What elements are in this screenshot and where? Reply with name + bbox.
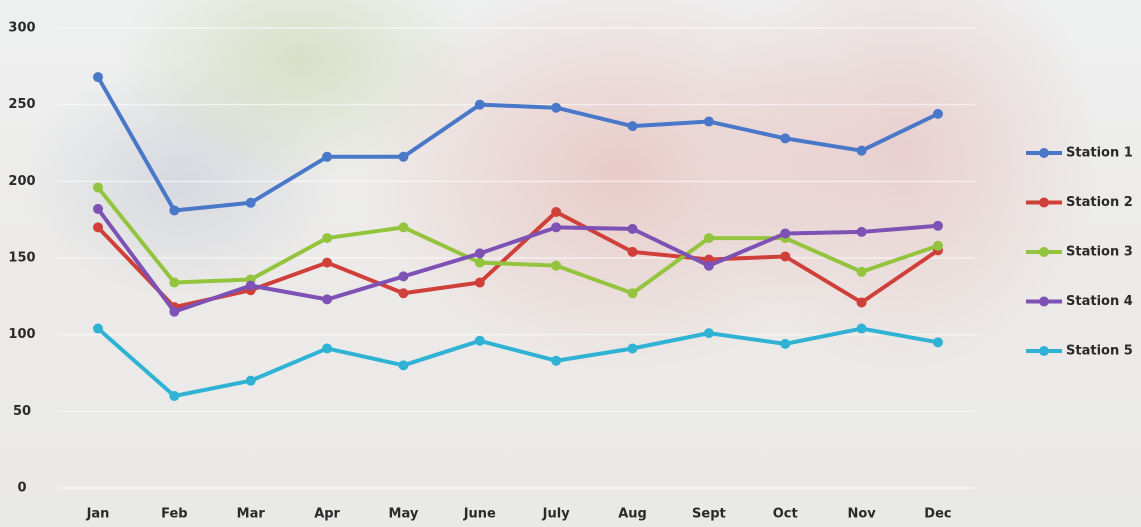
point [627, 246, 638, 257]
point [551, 207, 562, 217]
point [93, 72, 103, 83]
point [169, 391, 180, 401]
point [551, 355, 562, 366]
y-tick-label: 150 [8, 251, 35, 266]
legend-marker [1039, 346, 1049, 356]
point [93, 222, 103, 233]
point [780, 133, 791, 144]
point [627, 223, 638, 234]
x-tick-label: Aug [618, 507, 647, 522]
y-tick-label: 200 [8, 174, 35, 189]
point [93, 323, 103, 334]
x-tick-label: July [542, 507, 571, 522]
y-tick-label: 300 [8, 21, 35, 36]
point [703, 233, 714, 244]
point [932, 108, 943, 119]
point [474, 277, 485, 288]
legend-label: Station 2 [1066, 195, 1133, 210]
legend-label: Station 4 [1066, 294, 1133, 309]
point [780, 228, 791, 239]
y-tick-label: 0 [17, 481, 26, 496]
point [474, 335, 485, 346]
legend-marker [1039, 247, 1049, 257]
y-tick-label: 50 [13, 404, 31, 419]
point [856, 266, 867, 277]
legend-label: Station 3 [1066, 245, 1133, 260]
point [551, 260, 562, 271]
point [780, 251, 791, 262]
series-line [96, 210, 940, 310]
x-tick-label: Sept [692, 507, 726, 522]
series-line [96, 186, 939, 296]
point [474, 257, 485, 268]
point [245, 280, 256, 291]
point [322, 294, 333, 305]
series-line [96, 76, 939, 213]
point [169, 277, 180, 288]
point [245, 197, 256, 208]
point [703, 116, 714, 127]
x-tick-label: Mar [237, 507, 266, 522]
x-tick-label: Apr [314, 507, 340, 522]
x-tick-label: Jan [86, 507, 110, 522]
point [780, 338, 791, 349]
point [627, 288, 638, 299]
x-tick-label: Oct [773, 507, 798, 522]
series-line [96, 326, 939, 398]
x-tick-label: Feb [161, 507, 187, 522]
x-tick-label: Dec [924, 507, 951, 522]
point [322, 343, 333, 354]
y-tick-label: 100 [8, 327, 35, 342]
point [322, 257, 333, 268]
legend-marker [1039, 148, 1049, 158]
point [398, 360, 409, 371]
point [322, 233, 333, 244]
x-tick-label: Nov [847, 507, 876, 522]
point [245, 375, 256, 386]
point [169, 205, 180, 216]
point [703, 260, 714, 271]
y-tick-label: 250 [8, 97, 35, 112]
series-line [96, 207, 939, 314]
point [93, 182, 103, 193]
point [398, 271, 409, 282]
legend-label: Station 1 [1066, 146, 1133, 161]
x-tick-label: June [463, 507, 496, 522]
legend-marker [1039, 197, 1049, 208]
point [856, 145, 867, 156]
point [474, 248, 485, 259]
x-tick-label: May [389, 507, 419, 522]
point [398, 288, 409, 299]
point [551, 222, 562, 233]
point [627, 343, 638, 354]
point [93, 203, 103, 214]
point [932, 337, 943, 348]
point [856, 297, 867, 308]
point [703, 328, 714, 339]
point [627, 121, 638, 132]
point [856, 323, 867, 334]
point [551, 102, 562, 113]
point [398, 151, 409, 162]
point [932, 220, 943, 231]
legend-label: Station 5 [1066, 344, 1133, 359]
legend-marker [1039, 296, 1049, 307]
point [322, 151, 333, 162]
point [474, 99, 485, 110]
point [398, 222, 409, 233]
point [856, 226, 867, 237]
point [169, 306, 180, 317]
point [932, 240, 943, 251]
